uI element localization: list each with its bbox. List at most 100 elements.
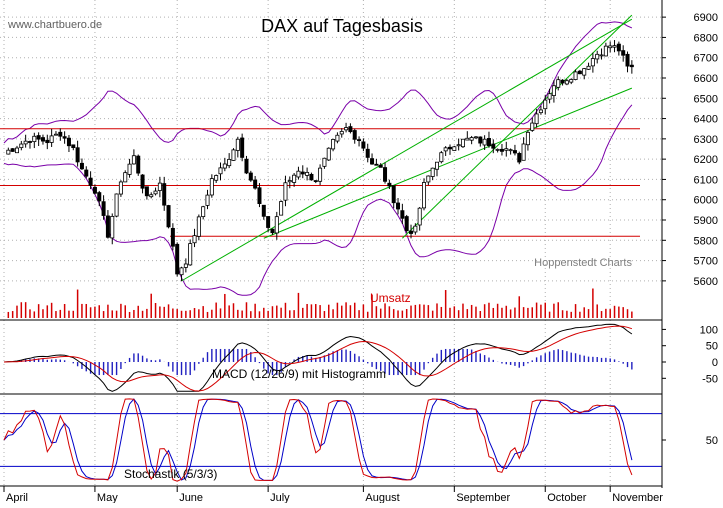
candle-body xyxy=(361,141,366,149)
macd-panel xyxy=(3,323,633,392)
candle-body xyxy=(348,126,353,133)
candle-body xyxy=(400,210,405,219)
candle-body xyxy=(209,178,214,196)
stochastic-label: Stochastik (5/3/3) xyxy=(124,467,217,481)
candle-body xyxy=(608,45,613,49)
candle-body xyxy=(266,216,271,228)
candle-body xyxy=(36,135,41,140)
candle-body xyxy=(192,235,197,244)
candle-body xyxy=(499,148,504,152)
candle-body xyxy=(629,64,634,68)
macd-tick-label: 0 xyxy=(712,357,718,369)
price-tick-label: 6600 xyxy=(694,73,718,85)
candle-body xyxy=(603,45,608,57)
candle-body xyxy=(175,243,180,275)
candle-body xyxy=(344,127,349,131)
candle-body xyxy=(396,202,401,210)
candle-body xyxy=(564,80,569,85)
trend-line xyxy=(263,87,633,239)
candle-body xyxy=(551,85,556,96)
candle-body xyxy=(114,193,119,217)
month-label: October xyxy=(547,492,586,503)
volume-label: Umsatz xyxy=(370,291,411,305)
candle-body xyxy=(53,133,58,136)
candle-body xyxy=(58,131,63,137)
candle-body xyxy=(127,163,132,175)
price-tick-label: 5800 xyxy=(694,235,718,247)
candle-body xyxy=(465,137,470,141)
candle-body xyxy=(201,206,206,218)
candle-body xyxy=(383,167,388,182)
candle-body xyxy=(599,54,604,57)
candle-body xyxy=(231,149,236,161)
macd-line xyxy=(3,323,633,392)
price-tick-label: 5900 xyxy=(694,215,718,227)
candle-body xyxy=(118,181,123,195)
month-label: July xyxy=(270,492,290,503)
candle-body xyxy=(149,194,154,198)
candle-body xyxy=(534,113,539,125)
macd-tick-label: 50 xyxy=(706,341,718,353)
candle-body xyxy=(590,58,595,67)
candle-body xyxy=(430,167,435,177)
candle-body xyxy=(447,146,452,150)
candle-body xyxy=(586,65,591,70)
candle-body xyxy=(153,190,158,195)
candle-body xyxy=(616,43,621,52)
candle-body xyxy=(404,216,409,232)
candle-body xyxy=(235,138,240,151)
candle-body xyxy=(32,135,37,143)
macd-tick-label: 100 xyxy=(700,324,718,336)
macd-signal-line xyxy=(3,325,633,392)
macd-tick-label: -50 xyxy=(702,373,718,385)
candle-body xyxy=(322,157,327,167)
candle-body xyxy=(452,146,457,151)
candle-body xyxy=(573,71,578,80)
price-panel xyxy=(0,14,640,296)
candle-body xyxy=(326,147,331,161)
month-label: June xyxy=(179,492,203,503)
candle-body xyxy=(443,147,448,152)
candle-body xyxy=(331,139,336,150)
volume-panel xyxy=(7,288,633,318)
stochastic-k-line xyxy=(3,398,633,482)
candle-body xyxy=(261,204,266,217)
candle-body xyxy=(179,267,184,276)
macd-label: MACD (12/26/9) mit Histogramm xyxy=(212,367,386,381)
candle-body xyxy=(170,227,175,247)
candle-body xyxy=(92,186,97,194)
source-annotation: Hoppenstedt Charts xyxy=(534,257,632,269)
candle-body xyxy=(105,215,110,238)
candle-body xyxy=(66,137,71,147)
candle-body xyxy=(569,79,574,83)
candle-body xyxy=(577,70,582,75)
candle-body xyxy=(101,201,106,216)
candle-body xyxy=(45,139,50,144)
candle-body xyxy=(71,144,76,149)
candle-body xyxy=(517,153,522,163)
candle-body xyxy=(131,155,136,165)
candle-body xyxy=(14,147,19,154)
candle-body xyxy=(413,225,418,233)
candle-body xyxy=(391,185,396,204)
price-tick-label: 6200 xyxy=(694,154,718,166)
candle-body xyxy=(274,216,279,234)
candle-body xyxy=(218,167,223,175)
candle-body xyxy=(248,172,253,181)
candle-body xyxy=(478,136,483,144)
candle-body xyxy=(162,183,167,206)
candle-body xyxy=(296,170,301,178)
candle-body xyxy=(84,169,89,177)
candle-body xyxy=(409,230,414,234)
candle-body xyxy=(300,171,305,175)
candle-body xyxy=(417,207,422,226)
candle-body xyxy=(621,50,626,56)
month-label: November xyxy=(612,492,663,503)
chart-title: DAX auf Tagesbasis xyxy=(261,16,423,36)
month-label: September xyxy=(456,492,510,503)
trend-line xyxy=(181,18,633,282)
price-tick-label: 6000 xyxy=(694,195,718,207)
candle-body xyxy=(97,192,102,202)
candle-body xyxy=(196,216,201,237)
